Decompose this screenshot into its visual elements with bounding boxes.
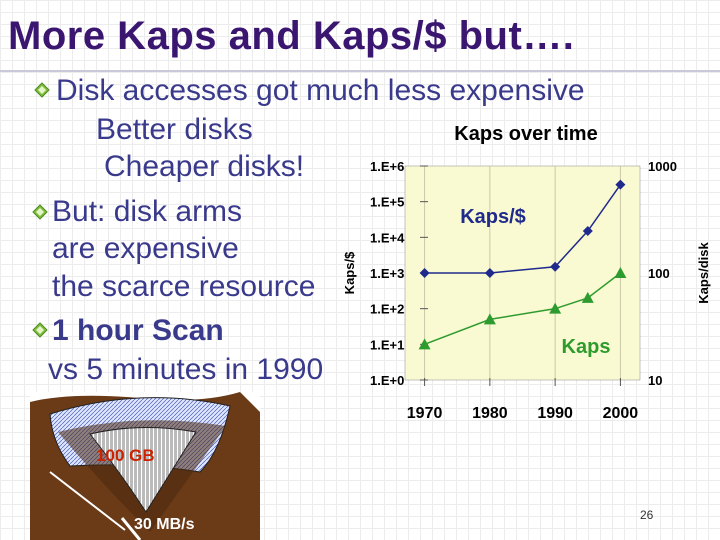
page-number: 26 <box>640 508 654 522</box>
kaps-per-dollar-point <box>484 268 495 278</box>
series-label-kaps-per-dollar: Kaps/$ <box>460 206 526 228</box>
left-tick-label: 1.E+5 <box>370 195 404 210</box>
kaps-point <box>418 338 431 350</box>
left-axis-label: Kaps/$ <box>342 251 357 294</box>
right-axis-label: Kaps/disk <box>696 242 711 304</box>
bullet-icon <box>32 322 48 338</box>
bullet-text-1: Disk accesses got much less expensive <box>56 74 585 107</box>
x-tick-label: 2000 <box>603 405 639 422</box>
bullet-text-3: 1 hour Scan <box>52 314 224 347</box>
kaps-per-dollar-point <box>550 261 561 272</box>
bullet-text-2c: the scarce resource <box>52 270 316 303</box>
chart-title: Kaps over time <box>454 123 597 145</box>
sub-bullet-text-2: Cheaper disks! <box>104 150 305 183</box>
slide-title: More Kaps and Kaps/$ but…. <box>8 14 575 58</box>
title-divider <box>0 70 720 72</box>
bullet-text-2: But: disk arms <box>52 195 243 228</box>
left-tick-label: 1.E+6 <box>370 159 404 174</box>
bullet-icon <box>34 82 50 98</box>
x-tick-label: 1970 <box>407 405 443 422</box>
right-tick-label: 10 <box>648 373 662 388</box>
bullet-icon <box>32 204 48 220</box>
disk-capacity-label: 100 GB <box>96 446 155 465</box>
kaps-per-dollar-point <box>419 268 430 278</box>
sub-bullet-text-1: Better disks <box>96 113 253 146</box>
kaps-point <box>614 267 627 278</box>
disk-illustration <box>30 392 260 540</box>
kaps-point <box>581 291 594 303</box>
right-tick-label: 1000 <box>648 159 677 174</box>
left-tick-label: 1.E+4 <box>370 230 405 245</box>
bullet-text-3b: vs 5 minutes in 1990 <box>48 353 324 386</box>
right-tick-label: 100 <box>648 266 670 281</box>
left-tick-label: 1.E+0 <box>370 373 404 388</box>
x-tick-label: 1990 <box>537 405 573 422</box>
kaps-point <box>483 313 496 325</box>
left-tick-label: 1.E+1 <box>370 337 404 352</box>
left-tick-label: 1.E+2 <box>370 302 404 317</box>
left-tick-label: 1.E+3 <box>370 266 404 281</box>
disk-bandwidth-label: 30 MB/s <box>134 516 195 533</box>
bullet-text-2b: are expensive <box>52 232 239 265</box>
x-tick-label: 1980 <box>472 405 508 422</box>
kaps-chart: Kaps over time 1.E+0 1.E+1 1.E+2 1.E+3 1.E+4… <box>342 123 711 422</box>
kaps-per-dollar-point <box>582 226 593 237</box>
kaps-per-dollar-point <box>615 179 626 190</box>
kaps-point <box>549 302 562 314</box>
series-label-kaps: Kaps <box>562 336 611 358</box>
